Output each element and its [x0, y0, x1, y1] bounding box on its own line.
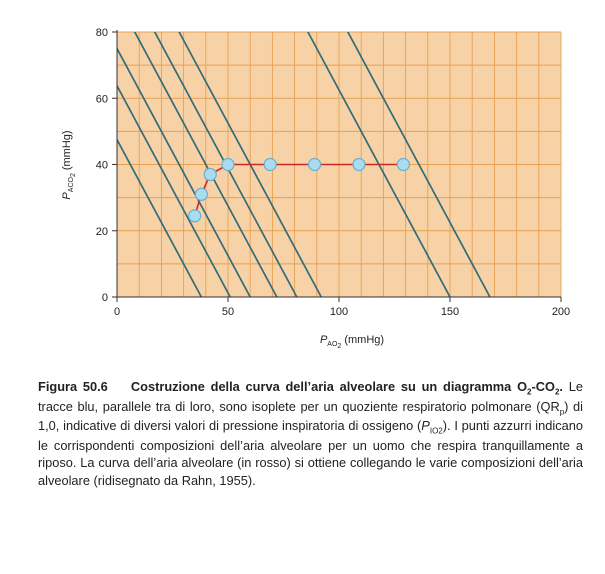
x-tick-label: 200 — [552, 306, 570, 318]
tick-labels: 0 50 100 150 200 0 20 40 60 80 — [96, 27, 570, 318]
o2-co2-diagram: 0 50 100 150 200 0 20 40 60 80 PAO2(mmHg) PACO2(m… — [61, 27, 570, 350]
y-tick-label: 0 — [102, 292, 108, 304]
alveolar-point — [188, 209, 202, 223]
alveolar-point — [307, 157, 322, 172]
axes — [112, 30, 562, 302]
isopleth-line — [117, 48, 251, 297]
isopleth-line — [346, 32, 491, 297]
caption-title: Figura 50.6 Costruzione della curva dell… — [38, 379, 563, 397]
alveolar-point — [263, 157, 277, 172]
alveolar-points — [188, 157, 410, 223]
alveolar-point — [352, 157, 366, 172]
y-tick-label: 20 — [96, 226, 108, 238]
isopleth-lines — [117, 32, 491, 297]
caption-text: Le tracce blu, parallele tra di loro, so… — [38, 379, 583, 489]
y-axis-label: PACO2(mmHg) — [61, 130, 77, 199]
y-tick-label: 60 — [96, 93, 108, 105]
y-tick-label: 80 — [96, 27, 108, 39]
alveolar-point — [194, 187, 208, 201]
alveolar-point — [221, 157, 235, 172]
isopleth-line — [306, 32, 451, 297]
isopleth-line — [117, 85, 231, 297]
isopleth-line — [178, 32, 322, 297]
x-tick-label: 0 — [114, 306, 120, 318]
isopleth-line — [133, 32, 278, 297]
x-axis-label: PAO2(mmHg) — [320, 334, 384, 350]
x-tick-label: 100 — [330, 306, 348, 318]
y-tick-label: 40 — [96, 160, 108, 172]
figure-caption: Figura 50.6 Costruzione della curva dell… — [38, 378, 583, 490]
isopleth-line — [117, 139, 203, 297]
alveolar-point — [203, 167, 217, 182]
x-tick-label: 150 — [441, 306, 459, 318]
isopleth-line — [153, 32, 298, 297]
alveolar-point — [396, 157, 410, 172]
x-tick-label: 50 — [222, 306, 234, 318]
